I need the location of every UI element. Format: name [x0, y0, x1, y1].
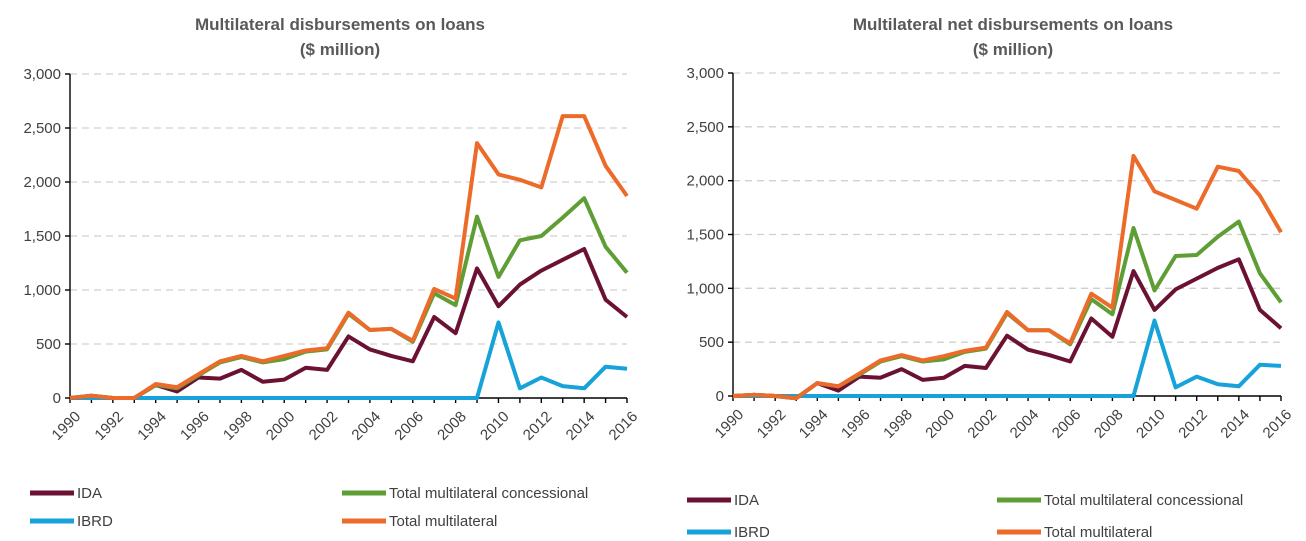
legend-label-total-multilateral-concessional: Total multilateral concessional: [1044, 492, 1243, 509]
legend-label-ida: IDA: [77, 485, 102, 502]
series-line-ibrd: [733, 318, 1282, 398]
legend-label-total-multilateral-concessional: Total multilateral concessional: [389, 485, 588, 502]
y-tick-label: 1,500: [686, 227, 724, 244]
chart-disbursements: Multilateral disbursements on loans ($ mi…: [23, 15, 641, 530]
x-tick-label: 1998: [880, 406, 916, 442]
legend-label-ibrd: IBRD: [77, 513, 113, 530]
y-tick-label: 3,000: [23, 66, 61, 83]
series-line-total-multilateral-concessional: [732, 219, 1283, 401]
series-line-total-multilateral: [732, 153, 1283, 401]
x-tick-label: 1996: [177, 408, 213, 444]
y-tick-label: 2,000: [686, 173, 724, 190]
y-tick-label: 1,500: [23, 228, 61, 245]
y-tick-label: 0: [53, 390, 61, 407]
x-tick-label: 2010: [477, 408, 513, 444]
x-tick-label: 2012: [520, 408, 556, 444]
y-tick-label: 2,000: [23, 174, 61, 191]
chart-title-line-2: ($ million): [300, 40, 380, 59]
series-line-ida: [69, 247, 629, 400]
y-tick-label: 2,500: [23, 120, 61, 137]
x-tick-label: 2004: [1007, 406, 1043, 442]
y-tick-label: 3,000: [686, 65, 724, 82]
x-tick-label: 2006: [1049, 406, 1085, 442]
x-tick-label: 1994: [134, 408, 170, 444]
x-tick-label: 1990: [49, 408, 85, 444]
x-tick-label: 1992: [91, 408, 127, 444]
x-tick-label: 1992: [754, 406, 790, 442]
x-tick-label: 1998: [220, 408, 256, 444]
legend-label-ibrd: IBRD: [734, 524, 770, 541]
chart-title-line-2: ($ million): [973, 40, 1053, 59]
y-tick-label: 2,500: [686, 119, 724, 136]
legend-label-total-multilateral: Total multilateral: [1044, 524, 1152, 541]
y-tick-label: 1,000: [23, 282, 61, 299]
series-line-total-multilateral-concessional: [69, 196, 629, 400]
y-tick-label: 500: [36, 336, 61, 353]
x-tick-label: 2016: [606, 408, 642, 444]
x-tick-label: 2000: [922, 406, 958, 442]
x-tick-label: 2008: [1091, 406, 1127, 442]
legend-label-ida: IDA: [734, 492, 759, 509]
x-tick-label: 2006: [391, 408, 427, 444]
series-line-ibrd: [70, 320, 628, 400]
legend-label-total-multilateral: Total multilateral: [389, 513, 497, 530]
x-tick-label: 2014: [1217, 406, 1253, 442]
y-tick-label: 1,000: [686, 280, 724, 297]
x-tick-label: 1990: [712, 406, 748, 442]
series-line-total-multilateral: [69, 114, 629, 400]
x-tick-label: 2010: [1133, 406, 1169, 442]
x-tick-label: 2016: [1260, 406, 1296, 442]
chart-title-line-1: Multilateral disbursements on loans: [195, 15, 485, 34]
y-tick-label: 0: [716, 388, 724, 405]
x-tick-label: 2014: [563, 408, 599, 444]
x-tick-label: 2002: [306, 408, 342, 444]
x-tick-label: 2000: [263, 408, 299, 444]
x-tick-label: 1994: [796, 406, 832, 442]
x-tick-label: 1996: [838, 406, 874, 442]
y-tick-label: 500: [699, 334, 724, 351]
chart-title-line-1: Multilateral net disbursements on loans: [853, 15, 1173, 34]
x-tick-label: 2012: [1175, 406, 1211, 442]
x-tick-label: 2008: [434, 408, 470, 444]
chart-net-disbursements: Multilateral net disbursements on loans (…: [686, 15, 1295, 541]
x-tick-label: 2002: [964, 406, 1000, 442]
x-tick-label: 2004: [348, 408, 384, 444]
